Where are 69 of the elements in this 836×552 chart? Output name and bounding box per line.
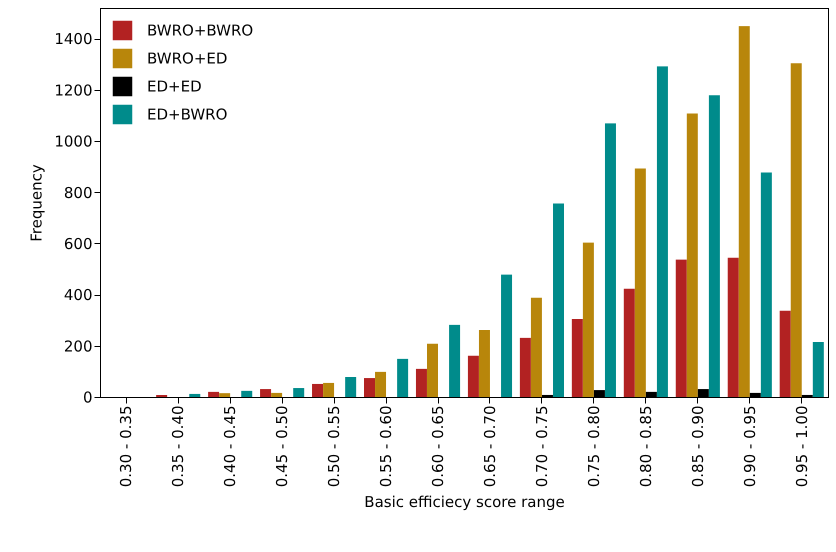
legend-label: ED+ED xyxy=(147,78,202,96)
bar xyxy=(260,389,272,397)
bar xyxy=(698,389,709,397)
x-tick-label: 0.30 - 0.35 xyxy=(117,406,136,488)
bar xyxy=(634,168,646,397)
bar xyxy=(646,392,657,397)
bar xyxy=(364,378,375,397)
bar xyxy=(624,288,635,397)
bar xyxy=(750,392,761,397)
bar xyxy=(604,123,616,397)
bar xyxy=(676,260,687,397)
bar xyxy=(189,394,200,397)
bar xyxy=(416,368,427,397)
bar xyxy=(790,63,802,397)
bar xyxy=(572,318,583,397)
bar xyxy=(530,298,542,397)
y-tick-label: 1400 xyxy=(54,30,92,48)
y-axis-title: Frequency xyxy=(27,164,46,242)
bar xyxy=(449,324,460,397)
bar xyxy=(468,356,479,397)
legend-label: BWRO+BWRO xyxy=(147,22,254,40)
x-tick-label: 0.85 - 0.90 xyxy=(688,406,707,488)
x-tick-label: 0.95 - 1.00 xyxy=(792,406,811,488)
bar xyxy=(708,95,720,397)
x-tick-label: 0.65 - 0.70 xyxy=(480,406,499,488)
bar xyxy=(582,242,594,397)
bar xyxy=(780,310,791,397)
y-tick-label: 200 xyxy=(64,337,92,356)
bar xyxy=(738,26,750,397)
bar xyxy=(686,113,698,397)
bar xyxy=(760,172,772,397)
bar xyxy=(812,342,824,397)
y-tick-label: 800 xyxy=(64,184,92,202)
bar xyxy=(345,377,356,397)
bar xyxy=(323,382,334,397)
x-tick-label: 0.50 - 0.55 xyxy=(325,406,344,488)
bar xyxy=(501,274,512,397)
bar xyxy=(520,338,531,397)
y-tick-label: 400 xyxy=(64,286,92,304)
bar xyxy=(594,390,605,397)
bar xyxy=(375,372,386,397)
bar xyxy=(656,66,668,397)
bar xyxy=(208,392,220,397)
x-tick-label: 0.55 - 0.60 xyxy=(377,406,396,488)
legend-label: ED+BWRO xyxy=(147,106,228,124)
bar xyxy=(293,388,304,397)
y-tick-label: 0 xyxy=(82,388,92,406)
bar xyxy=(312,384,324,397)
bar xyxy=(219,393,230,397)
x-tick-label: 0.90 - 0.95 xyxy=(740,406,759,488)
y-tick-label: 1000 xyxy=(54,132,92,151)
x-tick-label: 0.60 - 0.65 xyxy=(429,406,448,488)
bar xyxy=(427,344,438,397)
x-tick-label: 0.75 - 0.80 xyxy=(584,406,603,488)
bar xyxy=(553,204,564,397)
x-tick-label: 0.40 - 0.45 xyxy=(221,406,240,488)
x-tick-label: 0.35 - 0.40 xyxy=(169,406,188,488)
x-axis-title: Basic efficiecy score range xyxy=(364,493,565,512)
x-tick-label: 0.80 - 0.85 xyxy=(636,406,655,488)
bar xyxy=(271,392,282,397)
bar xyxy=(241,390,252,397)
x-tick-label: 0.70 - 0.75 xyxy=(532,406,551,488)
bar xyxy=(478,330,490,397)
bar xyxy=(397,358,408,397)
legend-label: BWRO+ED xyxy=(147,50,228,68)
y-tick-label: 1200 xyxy=(54,81,92,100)
bar xyxy=(728,258,739,397)
x-tick-label: 0.45 - 0.50 xyxy=(273,406,292,488)
y-tick-label: 600 xyxy=(64,234,92,253)
